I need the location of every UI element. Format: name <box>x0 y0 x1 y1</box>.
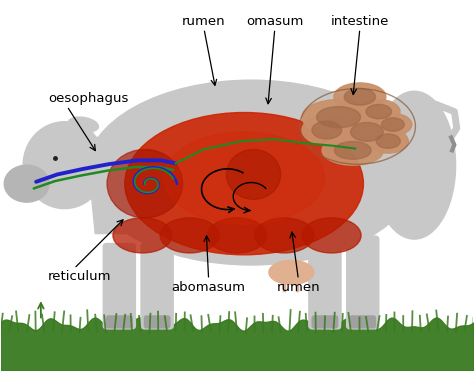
Text: reticulum: reticulum <box>48 270 111 283</box>
Ellipse shape <box>334 141 371 159</box>
Ellipse shape <box>227 150 281 199</box>
FancyBboxPatch shape <box>145 316 170 328</box>
Ellipse shape <box>312 121 342 139</box>
Text: oesophagus: oesophagus <box>48 92 128 105</box>
FancyBboxPatch shape <box>141 243 173 329</box>
Ellipse shape <box>374 114 412 136</box>
Ellipse shape <box>113 218 172 253</box>
Ellipse shape <box>302 99 375 135</box>
Text: abomasum: abomasum <box>172 280 246 293</box>
Text: rumen: rumen <box>182 14 226 27</box>
Ellipse shape <box>302 115 352 145</box>
Ellipse shape <box>107 150 182 218</box>
Text: rumen: rumen <box>277 280 320 293</box>
Ellipse shape <box>125 112 364 255</box>
Ellipse shape <box>373 91 456 239</box>
Ellipse shape <box>4 165 49 202</box>
Ellipse shape <box>160 218 219 253</box>
FancyBboxPatch shape <box>309 236 341 329</box>
Ellipse shape <box>269 260 314 284</box>
FancyBboxPatch shape <box>103 243 136 329</box>
FancyBboxPatch shape <box>107 316 132 328</box>
Ellipse shape <box>340 116 394 148</box>
Ellipse shape <box>255 218 314 253</box>
FancyBboxPatch shape <box>346 236 379 329</box>
Ellipse shape <box>64 123 93 141</box>
Ellipse shape <box>302 218 361 253</box>
Ellipse shape <box>317 106 361 128</box>
Ellipse shape <box>322 136 383 165</box>
Ellipse shape <box>68 117 99 132</box>
FancyBboxPatch shape <box>350 316 375 328</box>
Ellipse shape <box>376 134 400 148</box>
Ellipse shape <box>334 83 386 111</box>
Ellipse shape <box>208 218 266 253</box>
Ellipse shape <box>23 122 106 209</box>
Ellipse shape <box>164 132 324 224</box>
Ellipse shape <box>344 88 375 105</box>
Text: omasum: omasum <box>246 14 303 27</box>
FancyBboxPatch shape <box>312 316 337 328</box>
Ellipse shape <box>382 118 404 131</box>
Ellipse shape <box>368 129 408 153</box>
Ellipse shape <box>357 99 400 124</box>
Ellipse shape <box>86 80 417 265</box>
Text: intestine: intestine <box>331 14 389 27</box>
Ellipse shape <box>366 104 392 119</box>
Ellipse shape <box>351 122 383 141</box>
Polygon shape <box>86 137 133 234</box>
